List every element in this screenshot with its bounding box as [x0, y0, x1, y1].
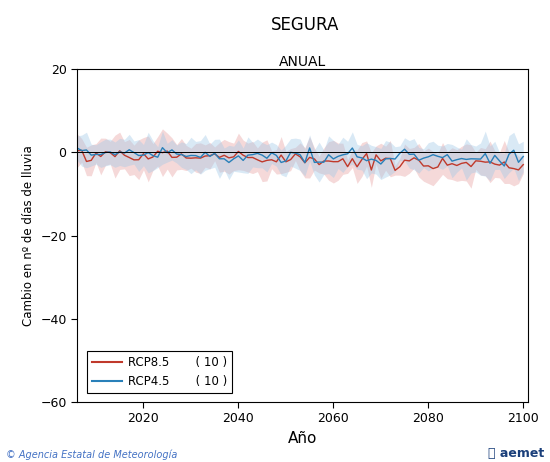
Legend: RCP8.5       ( 10 ), RCP4.5       ( 10 ): RCP8.5 ( 10 ), RCP4.5 ( 10 )	[87, 352, 232, 393]
Title: ANUAL: ANUAL	[279, 55, 326, 69]
Text: SEGURA: SEGURA	[271, 16, 339, 34]
Text: ⓐ aemet: ⓐ aemet	[488, 447, 544, 460]
X-axis label: Año: Año	[288, 431, 317, 446]
Y-axis label: Cambio en nº de días de lluvia: Cambio en nº de días de lluvia	[21, 145, 35, 326]
Text: © Agencia Estatal de Meteorología: © Agencia Estatal de Meteorología	[6, 449, 177, 460]
